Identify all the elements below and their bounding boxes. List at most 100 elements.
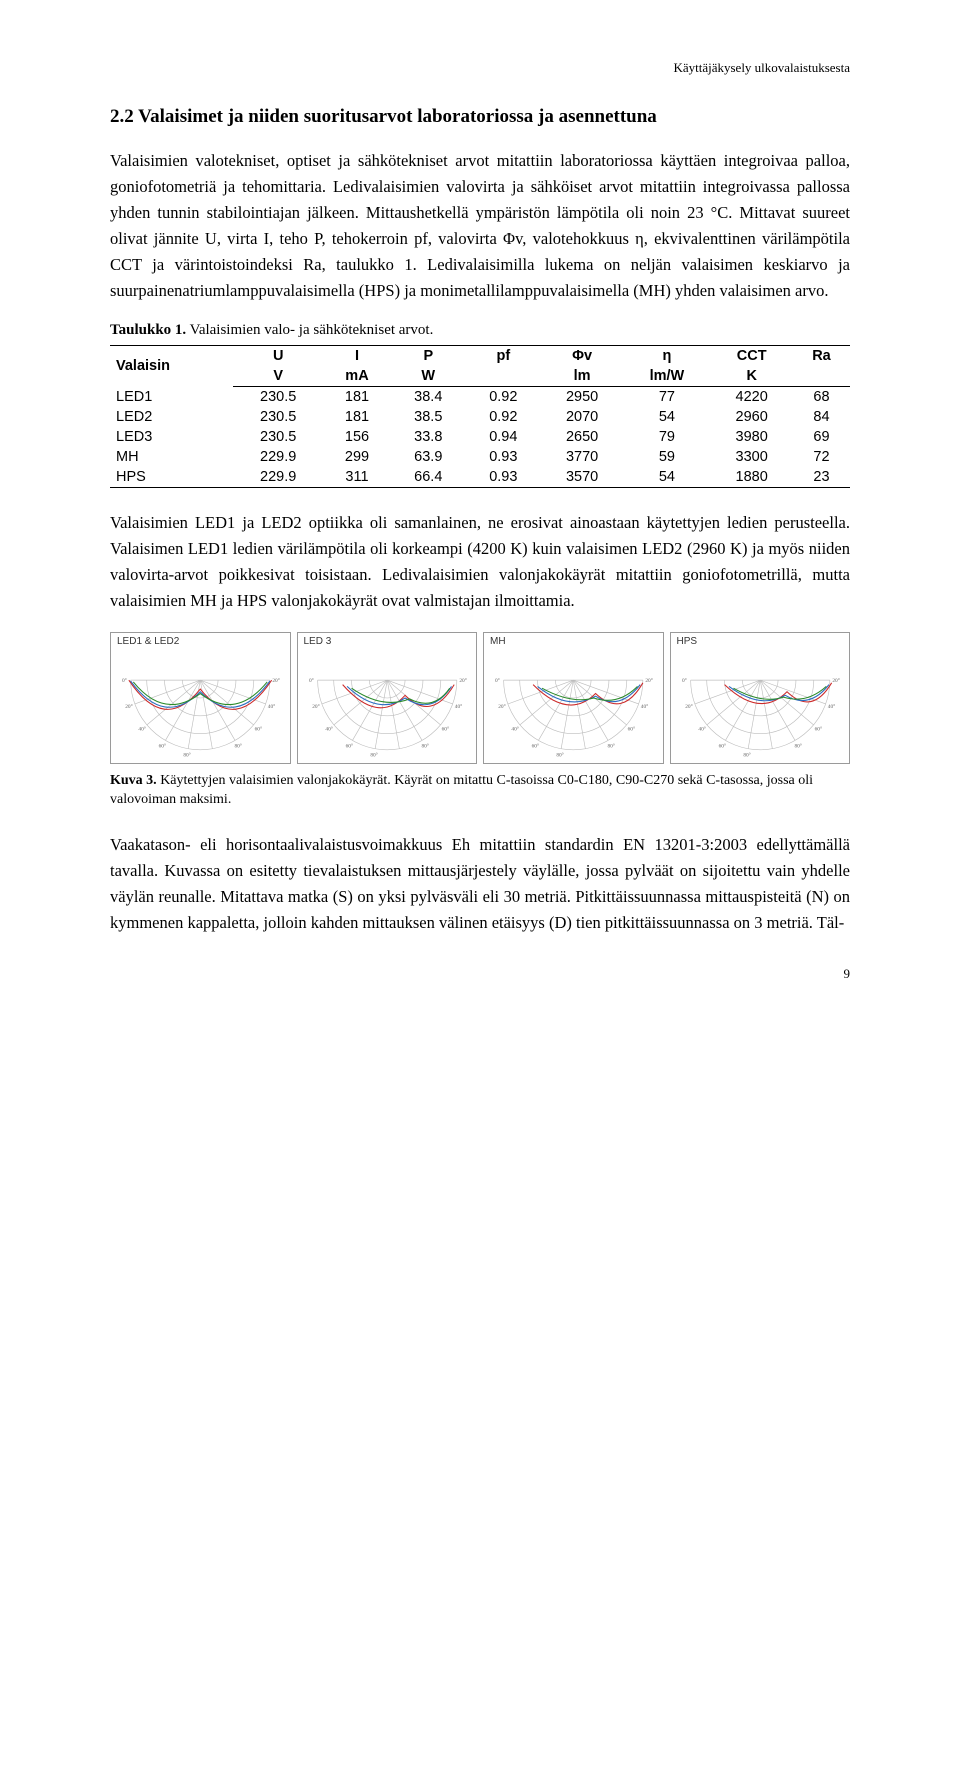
- figure-caption: Kuva 3. Käytettyjen valaisimien valonjak…: [110, 772, 850, 810]
- figure-caption-rest: Käytettyjen valaisimien valonjakokäyrät.…: [110, 773, 813, 807]
- svg-text:40°: 40°: [698, 726, 705, 733]
- polar-chart: MH0°20°40°60°80°80°60°40°20°: [483, 632, 664, 764]
- svg-text:20°: 20°: [125, 703, 132, 710]
- svg-text:80°: 80°: [183, 752, 190, 759]
- svg-text:60°: 60°: [255, 726, 262, 733]
- svg-text:60°: 60°: [441, 726, 448, 733]
- table-cell: 181: [323, 407, 391, 427]
- table-row: LED2230.518138.50.92207054296084: [110, 407, 850, 427]
- table-cell: 311: [323, 467, 391, 488]
- table-cell: 230.5: [233, 407, 323, 427]
- table-cell: 69: [793, 427, 850, 447]
- table-cell: 181: [323, 387, 391, 408]
- table-unit: K: [710, 366, 793, 387]
- table-cell: 79: [623, 427, 710, 447]
- table-header: pf: [466, 346, 541, 367]
- table-cell: HPS: [110, 467, 233, 488]
- polar-chart: LED1 & LED20°20°40°60°80°80°60°40°20°: [110, 632, 291, 764]
- table-cell: 38.4: [391, 387, 466, 408]
- svg-text:0°: 0°: [122, 677, 127, 684]
- table-unit: lm/W: [623, 366, 710, 387]
- table-cell: 54: [623, 407, 710, 427]
- polar-chart-label: HPS: [677, 636, 698, 647]
- table-cell: 33.8: [391, 427, 466, 447]
- table-row: MH229.929963.90.93377059330072: [110, 447, 850, 467]
- table-cell: 0.94: [466, 427, 541, 447]
- table-cell: 3570: [541, 467, 624, 488]
- table-cell: 299: [323, 447, 391, 467]
- table-unit: W: [391, 366, 466, 387]
- section-heading: 2.2 Valaisimet ja niiden suoritusarvot l…: [110, 104, 850, 130]
- table-header: Ra: [793, 346, 850, 367]
- table-header: η: [623, 346, 710, 367]
- table-row: HPS229.931166.40.93357054188023: [110, 467, 850, 488]
- table-cell: 38.5: [391, 407, 466, 427]
- table-cell: 3770: [541, 447, 624, 467]
- table-unit: [793, 366, 850, 387]
- table-cell: 63.9: [391, 447, 466, 467]
- svg-text:60°: 60°: [345, 743, 352, 750]
- table-cell: 54: [623, 467, 710, 488]
- table-header: P: [391, 346, 466, 367]
- svg-text:40°: 40°: [511, 726, 518, 733]
- table-header: Φv: [541, 346, 624, 367]
- table-cell: 230.5: [233, 427, 323, 447]
- polar-chart-label: LED 3: [304, 636, 332, 647]
- svg-text:40°: 40°: [641, 703, 648, 710]
- luminaire-table: Valaisin U I P pf Φv η CCT Ra V mA W lm …: [110, 345, 850, 488]
- svg-text:80°: 80°: [370, 752, 377, 759]
- table-header: I: [323, 346, 391, 367]
- table-header: CCT: [710, 346, 793, 367]
- svg-text:60°: 60°: [532, 743, 539, 750]
- polar-chart: LED 30°20°40°60°80°80°60°40°20°: [297, 632, 478, 764]
- svg-text:80°: 80°: [794, 743, 801, 750]
- figure-caption-label: Kuva 3.: [110, 773, 157, 788]
- table-row: LED1230.518138.40.92295077422068: [110, 387, 850, 408]
- paragraph-1: Valaisimien valotekniset, optiset ja säh…: [110, 148, 850, 304]
- svg-text:60°: 60°: [814, 726, 821, 733]
- table-cell: LED2: [110, 407, 233, 427]
- svg-text:40°: 40°: [827, 703, 834, 710]
- table-cell: 2070: [541, 407, 624, 427]
- table-unit: lm: [541, 366, 624, 387]
- table-cell: 0.92: [466, 407, 541, 427]
- table-cell: 77: [623, 387, 710, 408]
- polar-chart-label: LED1 & LED2: [117, 636, 179, 647]
- svg-text:80°: 80°: [607, 743, 614, 750]
- table-cell: 2950: [541, 387, 624, 408]
- table-cell: 84: [793, 407, 850, 427]
- table-cell: 0.92: [466, 387, 541, 408]
- svg-text:20°: 20°: [685, 703, 692, 710]
- table-cell: 230.5: [233, 387, 323, 408]
- table-cell: 229.9: [233, 447, 323, 467]
- polar-chart-label: MH: [490, 636, 506, 647]
- svg-text:20°: 20°: [645, 677, 652, 684]
- table-cell: 72: [793, 447, 850, 467]
- table-caption-rest: Valaisimien valo- ja sähkötekniset arvot…: [186, 322, 433, 338]
- table-cell: 3300: [710, 447, 793, 467]
- table-cell: 229.9: [233, 467, 323, 488]
- svg-text:80°: 80°: [743, 752, 750, 759]
- svg-text:40°: 40°: [454, 703, 461, 710]
- svg-text:0°: 0°: [681, 677, 686, 684]
- svg-text:60°: 60°: [159, 743, 166, 750]
- svg-text:60°: 60°: [718, 743, 725, 750]
- table-cell: 0.93: [466, 447, 541, 467]
- paragraph-3: Vaakatason- eli horisontaalivalaistusvoi…: [110, 832, 850, 936]
- svg-text:0°: 0°: [308, 677, 313, 684]
- svg-text:40°: 40°: [268, 703, 275, 710]
- table-cell: 4220: [710, 387, 793, 408]
- table-unit: V: [233, 366, 323, 387]
- table-cell: 156: [323, 427, 391, 447]
- svg-text:80°: 80°: [234, 743, 241, 750]
- table-caption: Taulukko 1. Valaisimien valo- ja sähköte…: [110, 322, 850, 339]
- table-cell: 3980: [710, 427, 793, 447]
- table-header: U: [233, 346, 323, 367]
- svg-text:20°: 20°: [498, 703, 505, 710]
- table-caption-label: Taulukko 1.: [110, 322, 186, 338]
- polar-chart-row: LED1 & LED2 0° 20° 40° 60° 80° 80° 60° 40° 20° LED…: [110, 632, 850, 764]
- table-cell: 0.93: [466, 467, 541, 488]
- svg-text:60°: 60°: [628, 726, 635, 733]
- table-unit: mA: [323, 366, 391, 387]
- table-cell: LED3: [110, 427, 233, 447]
